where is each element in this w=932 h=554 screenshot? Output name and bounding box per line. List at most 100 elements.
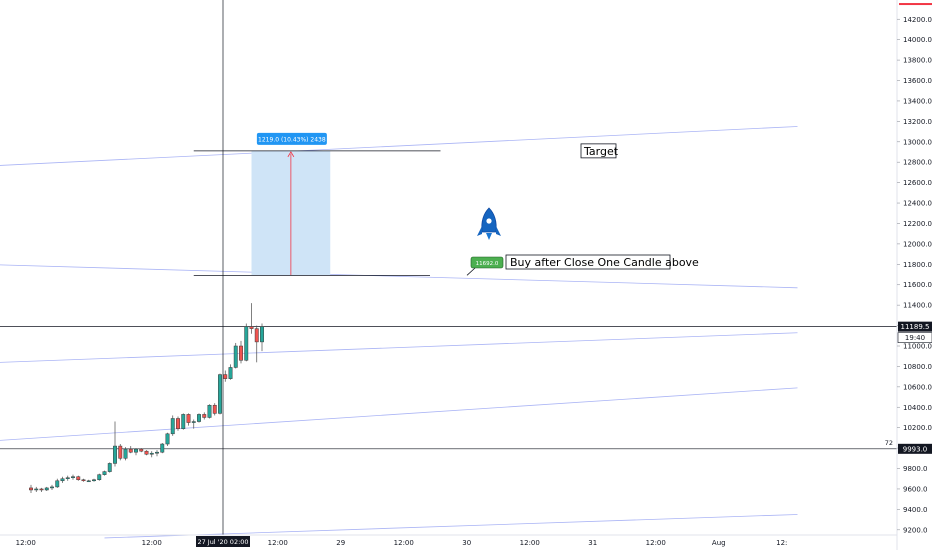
candle-body xyxy=(60,478,65,482)
candle-10 xyxy=(81,478,86,482)
candle-body xyxy=(249,326,254,329)
rocket-fin-right xyxy=(496,226,501,236)
long-position-tool[interactable]: 1219.0 (10.43%) 2438 11692.0 xyxy=(193,132,504,276)
price-tick-label: 10800.0 xyxy=(903,363,932,371)
candle-body xyxy=(34,488,39,491)
candle-21 xyxy=(139,448,144,453)
time-tick-label: 12:00 xyxy=(142,539,162,547)
candle-body xyxy=(176,418,180,429)
price-tick-label: 11400.0 xyxy=(903,302,932,310)
price-tick-label: 10200.0 xyxy=(903,424,932,432)
candle-body xyxy=(123,448,128,459)
price-tick-label: 12000.0 xyxy=(903,240,932,248)
candle-2 xyxy=(39,487,44,493)
candle-body xyxy=(44,487,49,491)
rocket-icon xyxy=(477,207,501,240)
candle-6 xyxy=(60,476,65,483)
price-axis-label: 11189.5 xyxy=(901,323,930,331)
candle-7 xyxy=(65,475,70,481)
candle-body xyxy=(92,479,96,482)
candle-body xyxy=(144,450,149,455)
callouts[interactable]: Target Buy after Close One Candle above xyxy=(505,143,699,270)
candle-27 xyxy=(170,415,175,436)
candle-34 xyxy=(207,404,212,419)
candle-body xyxy=(113,445,117,464)
candle-35 xyxy=(212,403,217,416)
time-tick-label: 12:00 xyxy=(16,539,36,547)
candle-body xyxy=(102,471,107,475)
candle-body xyxy=(202,414,207,418)
candle-body xyxy=(218,374,222,414)
candle-0 xyxy=(29,484,33,494)
candle-body xyxy=(155,451,159,454)
price-axis-label-bg xyxy=(898,443,932,454)
rocket-flame xyxy=(486,233,492,240)
candle-body xyxy=(197,414,201,422)
price-tick-label: 9600.0 xyxy=(903,485,928,493)
price-tick-label: 13200.0 xyxy=(903,118,932,126)
candle-1 xyxy=(34,486,39,493)
candle-15 xyxy=(107,462,112,473)
candle-5 xyxy=(55,478,60,488)
candle-25 xyxy=(160,442,165,454)
candle-17 xyxy=(118,444,123,461)
candle-37 xyxy=(223,370,228,382)
candle-32 xyxy=(197,413,201,423)
candle-4 xyxy=(50,484,54,490)
entry-label-pointer xyxy=(466,267,476,276)
candle-body xyxy=(39,488,44,491)
crosshair-date-bg xyxy=(196,536,250,547)
candle-body xyxy=(207,404,212,418)
candle-43 xyxy=(254,325,259,363)
entry-price-label-bg xyxy=(470,256,504,269)
candle-42 xyxy=(249,303,254,334)
candle-body xyxy=(244,326,249,361)
candle-29 xyxy=(181,413,186,430)
time-tick-label: 12:00 xyxy=(520,539,540,547)
candle-body xyxy=(191,421,196,423)
price-tick-label: 10400.0 xyxy=(903,404,932,412)
candle-body xyxy=(86,480,91,483)
candle-body xyxy=(186,414,191,423)
candle-11 xyxy=(86,479,91,483)
price-tick-label: 13400.0 xyxy=(903,97,932,105)
price-axis[interactable]: 14200.0 14000.0 13800.0 13600.0 13400.0 13200… xyxy=(885,0,932,550)
candle-8 xyxy=(71,474,75,480)
candle-38 xyxy=(228,364,233,380)
candle-23 xyxy=(149,451,154,458)
candle-26 xyxy=(165,432,170,447)
buy-callout-box[interactable] xyxy=(505,254,671,270)
candle-33 xyxy=(202,412,207,420)
candles xyxy=(29,303,264,494)
candle-20 xyxy=(134,448,138,456)
price-tick-label: 10600.0 xyxy=(903,383,932,391)
candle-body xyxy=(134,448,138,453)
price-tick-label: 9200.0 xyxy=(903,526,928,534)
time-tick-label: 12:00 xyxy=(394,539,414,547)
time-tick-label: 29 xyxy=(336,539,345,547)
rocket-window xyxy=(486,218,492,224)
price-tick-label: 11600.0 xyxy=(903,281,932,289)
horizontal-lines xyxy=(0,326,897,450)
price-tick-label: 9400.0 xyxy=(903,506,928,514)
position-arrow-head xyxy=(287,151,295,158)
price-tick-label: 12200.0 xyxy=(903,220,932,228)
candle-body xyxy=(239,345,243,361)
candle-body xyxy=(81,479,86,482)
price-tick-label: 12600.0 xyxy=(903,179,932,187)
candle-body xyxy=(165,433,170,445)
price-tick-label: 13000.0 xyxy=(903,138,932,146)
candle-14 xyxy=(102,470,107,476)
candle-body xyxy=(160,443,165,453)
target-callout-box[interactable] xyxy=(580,143,617,159)
price-tick-label: 11800.0 xyxy=(903,261,932,269)
candle-body xyxy=(118,445,123,459)
channel-line-1 xyxy=(0,126,798,166)
time-tick-label: 12:00 xyxy=(268,539,288,547)
candle-body xyxy=(228,367,233,379)
candle-body xyxy=(128,448,133,453)
channel-line-2 xyxy=(0,332,798,363)
time-axis[interactable]: 12:0012:002812:002912:003012:003112:00Au… xyxy=(0,534,897,547)
